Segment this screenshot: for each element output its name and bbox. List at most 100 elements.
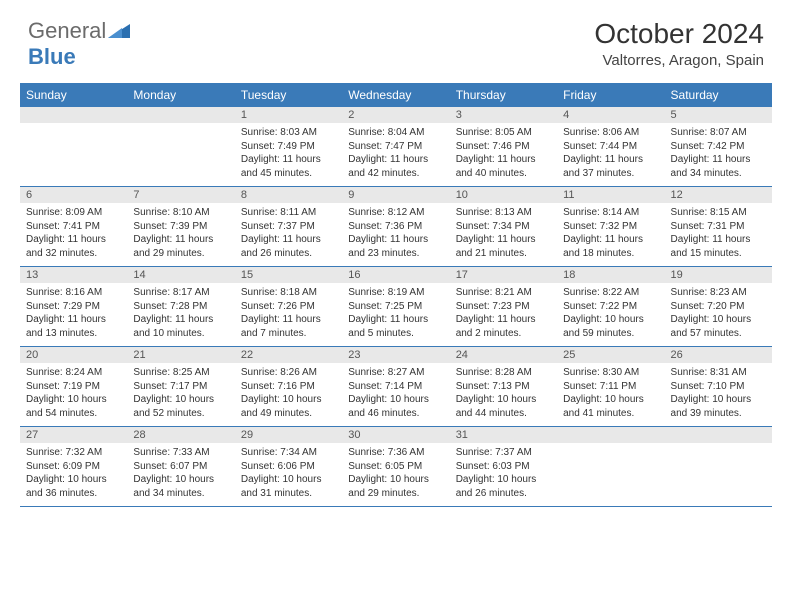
daylight-text: Daylight: 10 hours and 29 minutes. [348, 473, 443, 500]
sunset-text: Sunset: 7:28 PM [133, 300, 228, 314]
sunrise-text: Sunrise: 8:19 AM [348, 286, 443, 300]
day-cell: 7Sunrise: 8:10 AMSunset: 7:39 PMDaylight… [127, 187, 234, 267]
logo-line2: Blue [28, 44, 76, 70]
sunrise-text: Sunrise: 8:07 AM [671, 126, 766, 140]
day-content: Sunrise: 8:16 AMSunset: 7:29 PMDaylight:… [20, 283, 127, 346]
daylight-text: Daylight: 11 hours and 40 minutes. [456, 153, 551, 180]
day-cell: 20Sunrise: 8:24 AMSunset: 7:19 PMDayligh… [20, 347, 127, 427]
daylight-text: Daylight: 10 hours and 36 minutes. [26, 473, 121, 500]
day-number: 23 [342, 347, 449, 363]
day-number: 29 [235, 427, 342, 443]
day-number: 27 [20, 427, 127, 443]
daylight-text: Daylight: 10 hours and 46 minutes. [348, 393, 443, 420]
sunset-text: Sunset: 7:20 PM [671, 300, 766, 314]
daylight-text: Daylight: 11 hours and 26 minutes. [241, 233, 336, 260]
day-number: 15 [235, 267, 342, 283]
day-cell: 6Sunrise: 8:09 AMSunset: 7:41 PMDaylight… [20, 187, 127, 267]
day-cell: 1Sunrise: 8:03 AMSunset: 7:49 PMDaylight… [235, 107, 342, 187]
day-content: Sunrise: 8:14 AMSunset: 7:32 PMDaylight:… [557, 203, 664, 266]
daylight-text: Daylight: 11 hours and 23 minutes. [348, 233, 443, 260]
day-content: Sunrise: 8:30 AMSunset: 7:11 PMDaylight:… [557, 363, 664, 426]
sunset-text: Sunset: 7:47 PM [348, 140, 443, 154]
logo-triangle-icon [108, 22, 130, 40]
sunset-text: Sunset: 7:34 PM [456, 220, 551, 234]
day-cell: 14Sunrise: 8:17 AMSunset: 7:28 PMDayligh… [127, 267, 234, 347]
day-cell [20, 107, 127, 187]
day-header: Saturday [665, 83, 772, 107]
day-content: Sunrise: 7:33 AMSunset: 6:07 PMDaylight:… [127, 443, 234, 506]
day-content: Sunrise: 8:03 AMSunset: 7:49 PMDaylight:… [235, 123, 342, 186]
day-number [127, 107, 234, 123]
sunset-text: Sunset: 6:07 PM [133, 460, 228, 474]
daylight-text: Daylight: 11 hours and 29 minutes. [133, 233, 228, 260]
day-cell: 11Sunrise: 8:14 AMSunset: 7:32 PMDayligh… [557, 187, 664, 267]
sunrise-text: Sunrise: 8:21 AM [456, 286, 551, 300]
sunrise-text: Sunrise: 8:30 AM [563, 366, 658, 380]
sunrise-text: Sunrise: 8:12 AM [348, 206, 443, 220]
sunset-text: Sunset: 7:39 PM [133, 220, 228, 234]
day-content: Sunrise: 7:37 AMSunset: 6:03 PMDaylight:… [450, 443, 557, 506]
day-cell: 3Sunrise: 8:05 AMSunset: 7:46 PMDaylight… [450, 107, 557, 187]
day-number: 6 [20, 187, 127, 203]
sunrise-text: Sunrise: 8:17 AM [133, 286, 228, 300]
day-number: 31 [450, 427, 557, 443]
sunset-text: Sunset: 7:44 PM [563, 140, 658, 154]
sunset-text: Sunset: 7:11 PM [563, 380, 658, 394]
calendar-table: Sunday Monday Tuesday Wednesday Thursday… [20, 83, 772, 507]
sunset-text: Sunset: 7:42 PM [671, 140, 766, 154]
day-number [557, 427, 664, 443]
daylight-text: Daylight: 11 hours and 42 minutes. [348, 153, 443, 180]
day-content: Sunrise: 8:18 AMSunset: 7:26 PMDaylight:… [235, 283, 342, 346]
title-block: October 2024 Valtorres, Aragon, Spain [594, 18, 764, 69]
sunset-text: Sunset: 7:23 PM [456, 300, 551, 314]
day-header: Monday [127, 83, 234, 107]
sunrise-text: Sunrise: 8:05 AM [456, 126, 551, 140]
day-cell: 23Sunrise: 8:27 AMSunset: 7:14 PMDayligh… [342, 347, 449, 427]
week-row: 13Sunrise: 8:16 AMSunset: 7:29 PMDayligh… [20, 267, 772, 347]
day-cell: 31Sunrise: 7:37 AMSunset: 6:03 PMDayligh… [450, 427, 557, 507]
day-content: Sunrise: 8:06 AMSunset: 7:44 PMDaylight:… [557, 123, 664, 186]
day-number: 18 [557, 267, 664, 283]
day-content: Sunrise: 8:17 AMSunset: 7:28 PMDaylight:… [127, 283, 234, 346]
day-cell: 19Sunrise: 8:23 AMSunset: 7:20 PMDayligh… [665, 267, 772, 347]
sunset-text: Sunset: 7:10 PM [671, 380, 766, 394]
day-cell [557, 427, 664, 507]
sunrise-text: Sunrise: 8:18 AM [241, 286, 336, 300]
sunrise-text: Sunrise: 8:16 AM [26, 286, 121, 300]
week-row: 1Sunrise: 8:03 AMSunset: 7:49 PMDaylight… [20, 107, 772, 187]
day-cell: 29Sunrise: 7:34 AMSunset: 6:06 PMDayligh… [235, 427, 342, 507]
sunrise-text: Sunrise: 8:03 AM [241, 126, 336, 140]
day-cell [127, 107, 234, 187]
sunrise-text: Sunrise: 8:24 AM [26, 366, 121, 380]
day-content: Sunrise: 8:26 AMSunset: 7:16 PMDaylight:… [235, 363, 342, 426]
day-number: 17 [450, 267, 557, 283]
sunrise-text: Sunrise: 8:14 AM [563, 206, 658, 220]
sunrise-text: Sunrise: 8:10 AM [133, 206, 228, 220]
day-number: 8 [235, 187, 342, 203]
day-cell: 8Sunrise: 8:11 AMSunset: 7:37 PMDaylight… [235, 187, 342, 267]
daylight-text: Daylight: 10 hours and 39 minutes. [671, 393, 766, 420]
daylight-text: Daylight: 11 hours and 5 minutes. [348, 313, 443, 340]
day-number: 24 [450, 347, 557, 363]
day-content: Sunrise: 8:09 AMSunset: 7:41 PMDaylight:… [20, 203, 127, 266]
day-cell: 10Sunrise: 8:13 AMSunset: 7:34 PMDayligh… [450, 187, 557, 267]
day-number: 28 [127, 427, 234, 443]
day-content: Sunrise: 8:28 AMSunset: 7:13 PMDaylight:… [450, 363, 557, 426]
daylight-text: Daylight: 11 hours and 18 minutes. [563, 233, 658, 260]
day-cell: 5Sunrise: 8:07 AMSunset: 7:42 PMDaylight… [665, 107, 772, 187]
daylight-text: Daylight: 10 hours and 59 minutes. [563, 313, 658, 340]
daylight-text: Daylight: 11 hours and 21 minutes. [456, 233, 551, 260]
day-number: 13 [20, 267, 127, 283]
sunset-text: Sunset: 6:05 PM [348, 460, 443, 474]
day-number: 16 [342, 267, 449, 283]
day-number: 22 [235, 347, 342, 363]
sunset-text: Sunset: 7:13 PM [456, 380, 551, 394]
day-cell: 24Sunrise: 8:28 AMSunset: 7:13 PMDayligh… [450, 347, 557, 427]
day-number: 21 [127, 347, 234, 363]
sunset-text: Sunset: 7:31 PM [671, 220, 766, 234]
day-content: Sunrise: 8:21 AMSunset: 7:23 PMDaylight:… [450, 283, 557, 346]
day-content: Sunrise: 8:12 AMSunset: 7:36 PMDaylight:… [342, 203, 449, 266]
day-content: Sunrise: 8:13 AMSunset: 7:34 PMDaylight:… [450, 203, 557, 266]
day-content: Sunrise: 8:23 AMSunset: 7:20 PMDaylight:… [665, 283, 772, 346]
sunrise-text: Sunrise: 8:23 AM [671, 286, 766, 300]
